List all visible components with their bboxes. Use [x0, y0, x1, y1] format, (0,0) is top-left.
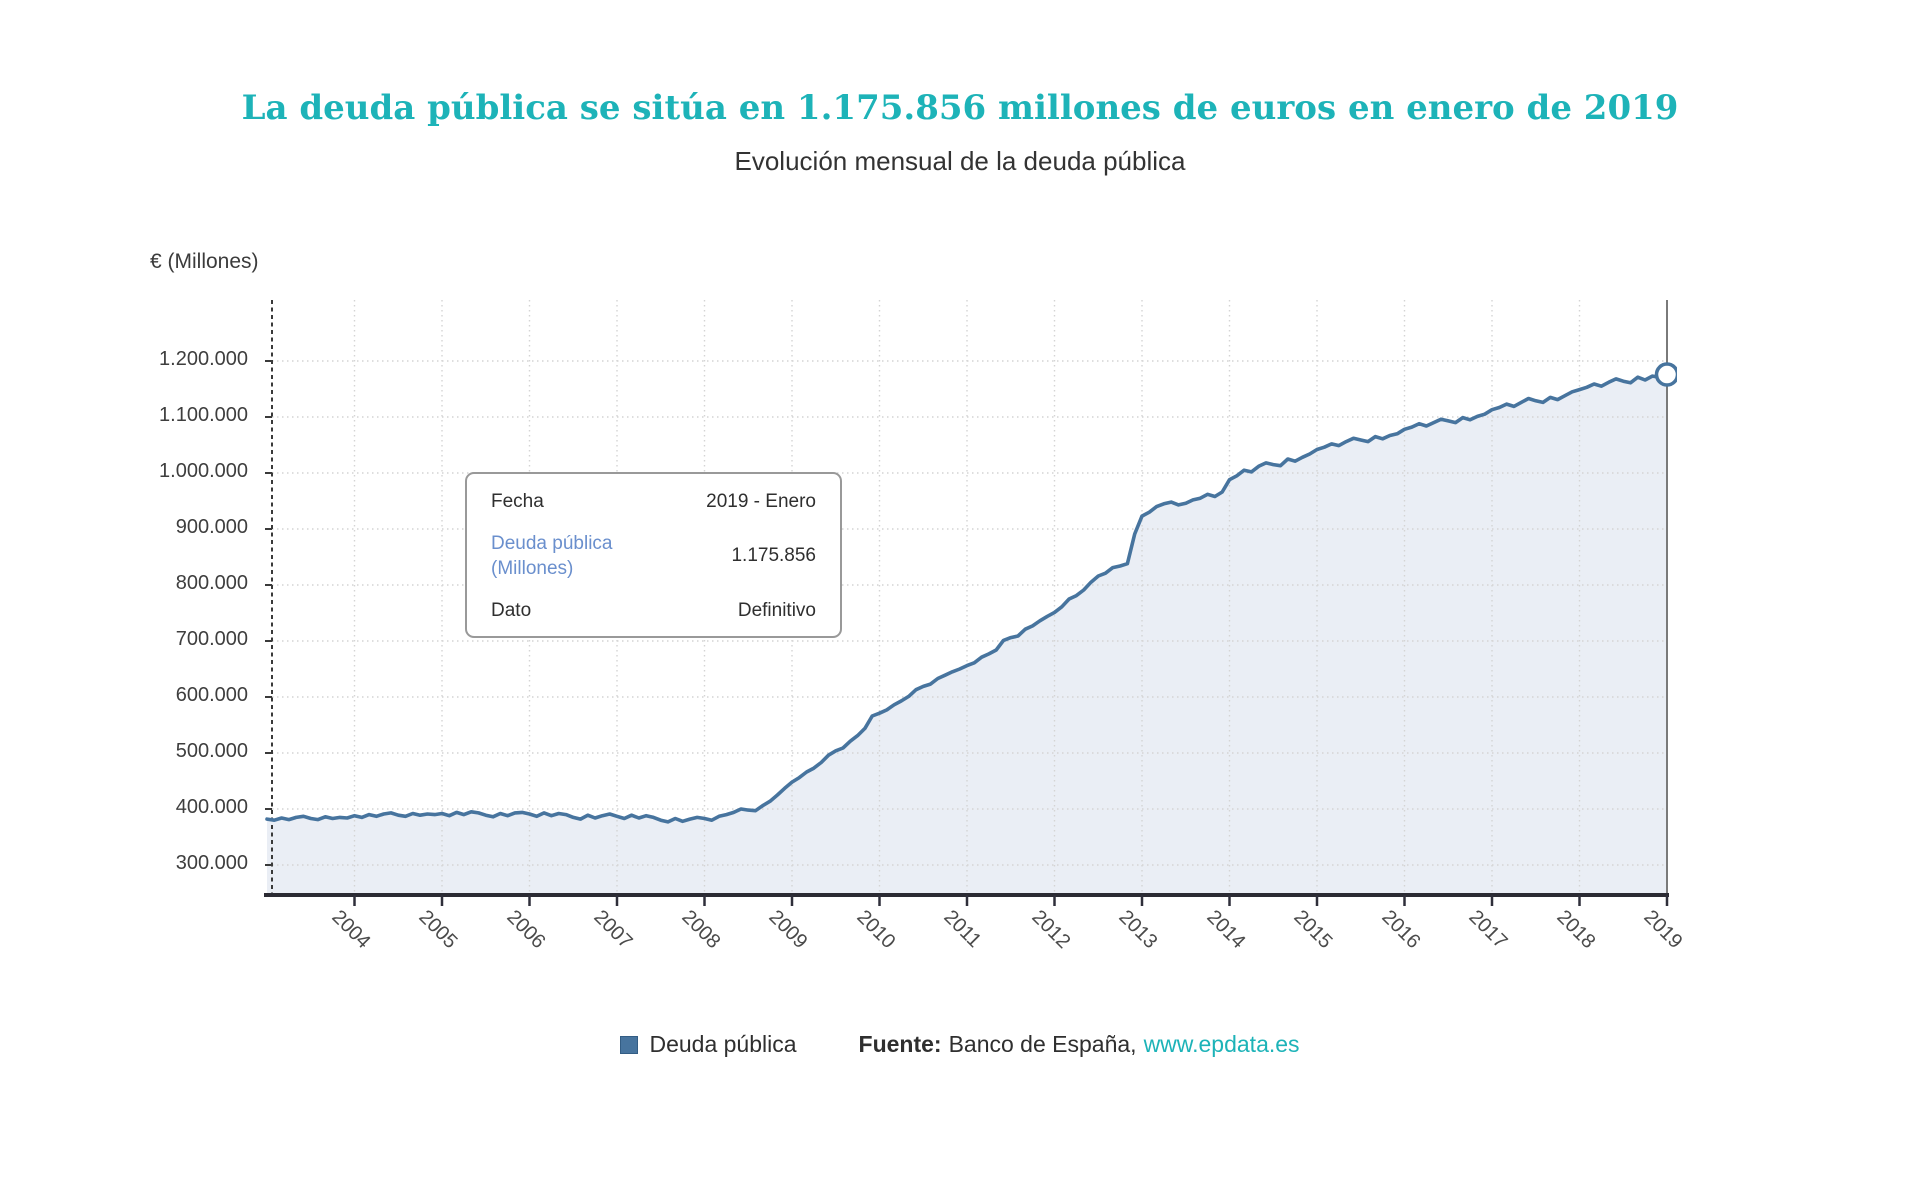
tooltip-row-deuda: Deuda pública (Millones) 1.175.856: [491, 531, 816, 581]
source-attribution: Fuente: Banco de España, www.epdata.es: [859, 1031, 1300, 1058]
vertical-gridlines: [353, 300, 1581, 895]
epdata-link[interactable]: www.epdata.es: [1143, 1031, 1300, 1057]
y-axis-tick-label: 1.200.000: [159, 348, 248, 370]
y-axis-ticks: [265, 360, 272, 866]
page-title: La deuda pública se sitúa en 1.175.856 m…: [241, 88, 1679, 128]
y-axis-tick-label: 1.100.000: [159, 404, 248, 426]
y-axis-tick-label: 400.000: [175, 796, 248, 818]
x-axis-tick-label: 2019: [1639, 906, 1687, 954]
legend-swatch-icon: [620, 1035, 639, 1054]
tooltip-value-dato: Definitivo: [737, 599, 816, 621]
legend-item-deuda-publica[interactable]: Deuda pública: [620, 1031, 797, 1058]
chart-tooltip: Fecha 2019 - Enero Deuda pública (Millon…: [465, 472, 842, 638]
area-fill: [267, 374, 1667, 895]
chart-footer: Deuda pública Fuente: Banco de España, w…: [0, 1031, 1920, 1058]
tooltip-row-dato: Dato Definitivo: [491, 598, 816, 623]
fuente-label: Fuente:: [858, 1031, 942, 1057]
fuente-text: Banco de España,: [948, 1031, 1137, 1057]
tooltip-value-fecha: 2019 - Enero: [706, 490, 816, 512]
y-axis-tick-label: 600.000: [175, 684, 248, 706]
tooltip-label-deuda: Deuda pública (Millones): [491, 533, 613, 579]
x-axis-ticks: [353, 895, 1669, 906]
y-axis-tick-label: 700.000: [175, 628, 248, 650]
tooltip-label-fecha: Fecha: [491, 491, 544, 512]
legend-label: Deuda pública: [649, 1031, 797, 1057]
y-axis-title: € (Millones): [150, 250, 259, 273]
y-axis-tick-label: 300.000: [175, 852, 248, 874]
y-axis-tick-label: 800.000: [175, 572, 248, 594]
y-axis-tick-label: 500.000: [175, 740, 248, 762]
chart-subtitle: Evolución mensual de la deuda pública: [734, 146, 1186, 176]
y-axis-tick-label: 900.000: [175, 516, 248, 538]
debt-line-chart: [264, 300, 1678, 906]
y-axis-tick-label: 1.000.000: [159, 460, 248, 482]
tooltip-row-fecha: Fecha 2019 - Enero: [491, 489, 816, 514]
tooltip-value-deuda: 1.175.856: [731, 545, 816, 566]
last-point-marker[interactable]: [1654, 362, 1678, 387]
debt-series-line: [265, 372, 1669, 824]
tooltip-label-dato: Dato: [491, 600, 532, 621]
